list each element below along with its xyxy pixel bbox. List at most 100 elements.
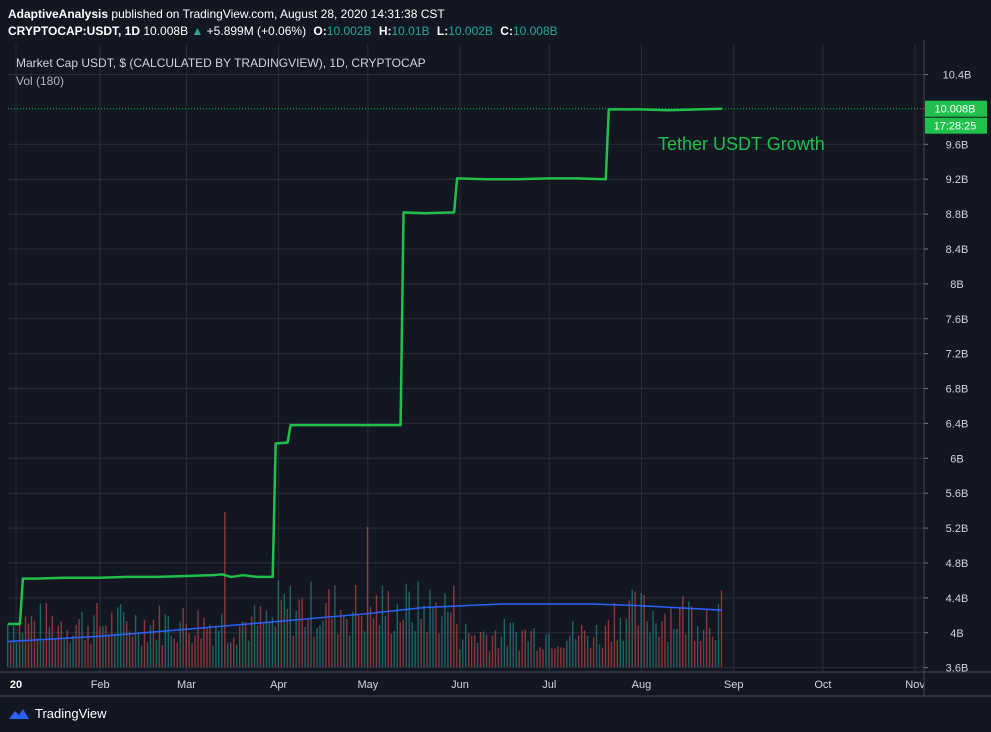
volume-bar bbox=[586, 635, 589, 667]
volume-bar bbox=[384, 616, 387, 667]
volume-bar bbox=[378, 625, 381, 667]
countdown-label: 17:28:25 bbox=[934, 121, 977, 133]
volume-bar bbox=[699, 641, 702, 667]
volume-bar bbox=[661, 621, 663, 667]
volume-bar bbox=[387, 590, 390, 667]
volume-bar bbox=[688, 601, 690, 667]
volume-bar bbox=[265, 610, 268, 667]
volume-bar bbox=[164, 614, 167, 667]
volume-bar bbox=[423, 605, 425, 667]
footer-brand[interactable]: TradingView bbox=[8, 706, 107, 721]
volume-bar bbox=[93, 615, 95, 667]
volume-bar bbox=[714, 640, 717, 667]
volume-bar bbox=[349, 635, 351, 667]
volume-bar bbox=[515, 632, 517, 667]
volume-bar bbox=[595, 624, 598, 667]
volume-bar bbox=[27, 623, 30, 667]
volume-bar bbox=[188, 633, 190, 667]
volume-bar bbox=[459, 649, 461, 667]
volume-bar bbox=[402, 619, 404, 667]
volume-bar bbox=[322, 620, 324, 667]
volume-bar bbox=[366, 527, 369, 667]
volume-bar bbox=[78, 618, 80, 667]
volume-bar bbox=[429, 589, 431, 667]
volume-bar bbox=[170, 635, 172, 667]
volume-bar bbox=[569, 635, 571, 667]
volume-bar bbox=[125, 621, 128, 667]
volume-bar bbox=[578, 635, 580, 667]
volume-bar bbox=[334, 585, 336, 667]
y-tick-label: 4.4B bbox=[946, 593, 969, 605]
volume-bar bbox=[247, 640, 250, 667]
volume-bar bbox=[146, 641, 149, 667]
brand-name: TradingView bbox=[35, 706, 107, 721]
price-line-layer bbox=[8, 107, 722, 626]
volume-bar bbox=[45, 602, 48, 667]
volume-bar bbox=[554, 648, 556, 667]
volume-ma bbox=[7, 603, 722, 643]
volume-bar bbox=[191, 643, 193, 667]
volume-bar bbox=[360, 615, 363, 667]
volume-bar bbox=[295, 610, 297, 667]
volume-bar bbox=[566, 640, 568, 667]
volume-bar bbox=[143, 619, 146, 667]
volume-bar bbox=[405, 583, 407, 667]
volume-bar bbox=[503, 618, 506, 667]
volume-bar bbox=[563, 647, 565, 667]
volume-bar bbox=[238, 626, 241, 667]
volume-bar bbox=[646, 621, 648, 667]
volume-bar bbox=[206, 627, 208, 667]
volume-bar bbox=[616, 640, 619, 667]
last-price-badge bbox=[925, 100, 987, 117]
volume-bar bbox=[708, 628, 711, 667]
close-label: C: bbox=[500, 24, 513, 38]
volume-bar bbox=[393, 630, 396, 667]
x-tick-label: Jul bbox=[542, 679, 556, 691]
volume-bar bbox=[414, 631, 416, 667]
x-tick-label: Mar bbox=[177, 679, 196, 691]
volume-bar bbox=[634, 591, 636, 667]
volume-bar bbox=[351, 611, 354, 667]
volume-bar bbox=[465, 623, 467, 667]
chart-legend: Market Cap USDT, $ (CALCULATED BY TRADIN… bbox=[16, 54, 426, 90]
volume-bar bbox=[114, 633, 116, 667]
volume-bar bbox=[236, 644, 238, 667]
y-tick-label: 10.4B bbox=[943, 70, 972, 82]
volume-bar bbox=[447, 612, 449, 667]
author-name[interactable]: AdaptiveAnalysis bbox=[8, 7, 109, 21]
volume-bar bbox=[161, 644, 164, 667]
volume-bar bbox=[289, 586, 291, 667]
volume-bar bbox=[319, 625, 321, 667]
y-tick-label: 9.2B bbox=[946, 174, 969, 186]
high-label: H: bbox=[378, 24, 392, 38]
volume-ma-line bbox=[7, 603, 722, 643]
volume-bar bbox=[548, 633, 550, 667]
y-tick-label: 8.8B bbox=[946, 209, 969, 221]
volume-bar bbox=[453, 585, 455, 667]
volume-bar bbox=[12, 626, 15, 667]
volume-bar bbox=[346, 619, 348, 667]
volume-bar bbox=[527, 641, 529, 667]
volume-bar bbox=[506, 645, 509, 667]
volume-bar bbox=[417, 581, 419, 667]
volume-bar bbox=[122, 612, 125, 667]
volume-bar bbox=[482, 631, 485, 667]
volume-bar bbox=[610, 641, 613, 667]
volume-bar bbox=[274, 626, 277, 667]
x-tick-label: May bbox=[357, 679, 378, 691]
volume-bar bbox=[15, 642, 18, 667]
volume-bar bbox=[271, 617, 274, 667]
chart-labels: 10.008B 17:28:25 Tether USDT Growth bbox=[8, 100, 987, 154]
volume-bar bbox=[158, 605, 161, 667]
volume-bar bbox=[36, 638, 39, 667]
series-title: Market Cap USDT, $ (CALCULATED BY TRADIN… bbox=[16, 56, 426, 70]
y-tick-label: 6.8B bbox=[946, 384, 969, 396]
volume-bar bbox=[497, 648, 500, 667]
volume-bar bbox=[253, 605, 256, 667]
volume-bar bbox=[286, 608, 288, 667]
volume-bar bbox=[57, 625, 59, 667]
volume-bar bbox=[509, 622, 512, 667]
chart-axes: 10.4B 9.6B 9.2B 8.8B 8.4B 8B 7.6B 7.2B 6.8B 6.4B 6… bbox=[0, 40, 991, 697]
volume-bar bbox=[491, 635, 494, 667]
